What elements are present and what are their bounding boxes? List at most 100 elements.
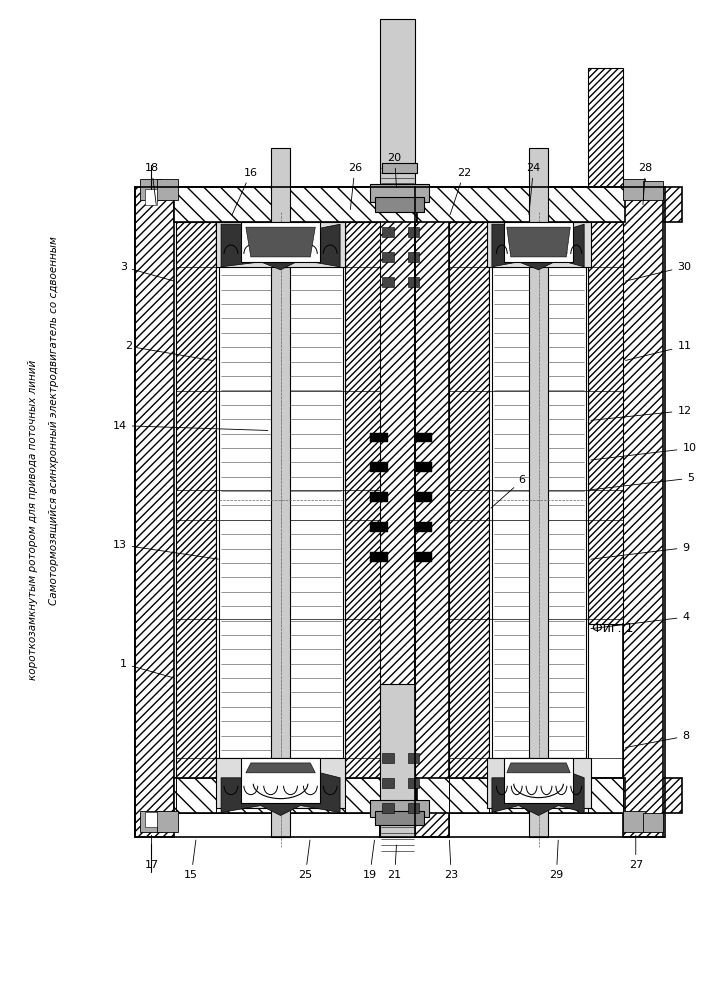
Bar [370, 184, 429, 202]
Bar [271, 148, 291, 837]
Bar [407, 803, 419, 813]
Bar [370, 462, 387, 472]
Bar [504, 758, 573, 803]
Bar [407, 778, 419, 788]
Text: 29: 29 [549, 840, 563, 880]
Polygon shape [492, 224, 584, 270]
Bar [135, 187, 175, 837]
Bar [416, 778, 625, 813]
Text: 6: 6 [491, 475, 526, 508]
Bar [382, 277, 394, 287]
Bar [370, 433, 387, 442]
Bar [382, 753, 394, 763]
Bar [487, 222, 591, 267]
Bar [146, 778, 414, 813]
Bar [623, 179, 645, 200]
Bar [623, 187, 662, 837]
Text: 5: 5 [591, 473, 694, 490]
Text: 18: 18 [144, 163, 158, 205]
Text: 11: 11 [626, 341, 691, 360]
Bar [140, 811, 161, 832]
Text: Фиг. 1: Фиг. 1 [592, 622, 633, 635]
Text: 14: 14 [112, 421, 268, 431]
Bar [380, 187, 414, 837]
Bar [219, 242, 343, 758]
Text: 9: 9 [591, 543, 689, 559]
Bar [375, 811, 424, 825]
Text: 24: 24 [527, 163, 541, 214]
Polygon shape [246, 227, 315, 257]
Text: 16: 16 [232, 168, 258, 215]
Bar [529, 148, 549, 837]
Polygon shape [492, 760, 584, 816]
Bar [380, 187, 414, 837]
Bar [623, 811, 645, 832]
Polygon shape [507, 227, 571, 257]
Text: 21: 21 [387, 845, 402, 880]
Bar [487, 758, 591, 808]
Text: 19: 19 [363, 840, 377, 880]
Bar [216, 758, 345, 808]
Bar [414, 552, 433, 562]
Text: 1: 1 [119, 659, 174, 678]
Text: 30: 30 [626, 262, 691, 281]
Bar [643, 813, 662, 832]
Polygon shape [221, 224, 340, 270]
Bar [414, 522, 433, 532]
Bar [407, 753, 419, 763]
Bar [382, 778, 394, 788]
Text: 27: 27 [629, 835, 643, 870]
Bar [504, 222, 573, 262]
Text: 25: 25 [298, 840, 312, 880]
Bar [177, 222, 216, 778]
Bar [156, 179, 178, 200]
Text: Самотормозящийся асинхронный электродвигатель со сдвоенным: Самотормозящийся асинхронный электродвиг… [49, 236, 59, 605]
Bar [407, 252, 419, 262]
Bar [241, 758, 320, 803]
Text: 3: 3 [119, 262, 174, 281]
Text: 8: 8 [626, 731, 689, 748]
Bar [380, 684, 414, 837]
Bar [416, 187, 625, 222]
Bar [175, 778, 416, 813]
Bar [414, 462, 433, 472]
Bar [414, 492, 433, 502]
Bar [216, 222, 345, 267]
Bar [370, 492, 387, 502]
Text: 13: 13 [113, 540, 218, 559]
Bar [414, 187, 449, 837]
Bar [414, 187, 449, 837]
Bar [382, 163, 418, 173]
Bar [382, 803, 394, 813]
Bar [414, 778, 682, 813]
Bar [146, 187, 414, 222]
Bar [345, 222, 380, 778]
Bar [380, 19, 414, 187]
Bar [140, 179, 161, 200]
Text: 4: 4 [591, 612, 689, 629]
Bar [414, 433, 433, 442]
Bar [382, 227, 394, 237]
Polygon shape [507, 763, 571, 773]
Text: короткозамкнутым ротором для привода поточных линий: короткозамкнутым ротором для привода пот… [28, 360, 37, 680]
Bar [145, 189, 156, 205]
Bar [375, 197, 424, 212]
Bar [382, 252, 394, 262]
Bar [489, 222, 588, 778]
Bar [145, 812, 156, 827]
Text: 10: 10 [591, 443, 696, 460]
Polygon shape [221, 760, 340, 816]
Text: 15: 15 [185, 840, 198, 880]
Text: 12: 12 [591, 406, 691, 420]
Bar [643, 181, 662, 200]
Bar [370, 522, 387, 532]
Bar [370, 552, 387, 562]
Bar [588, 68, 623, 624]
Bar [414, 187, 682, 222]
Text: 28: 28 [638, 163, 653, 205]
Bar [492, 242, 586, 758]
Bar [175, 187, 416, 222]
Bar [407, 277, 419, 287]
Bar [156, 811, 178, 832]
Text: 17: 17 [144, 835, 158, 870]
